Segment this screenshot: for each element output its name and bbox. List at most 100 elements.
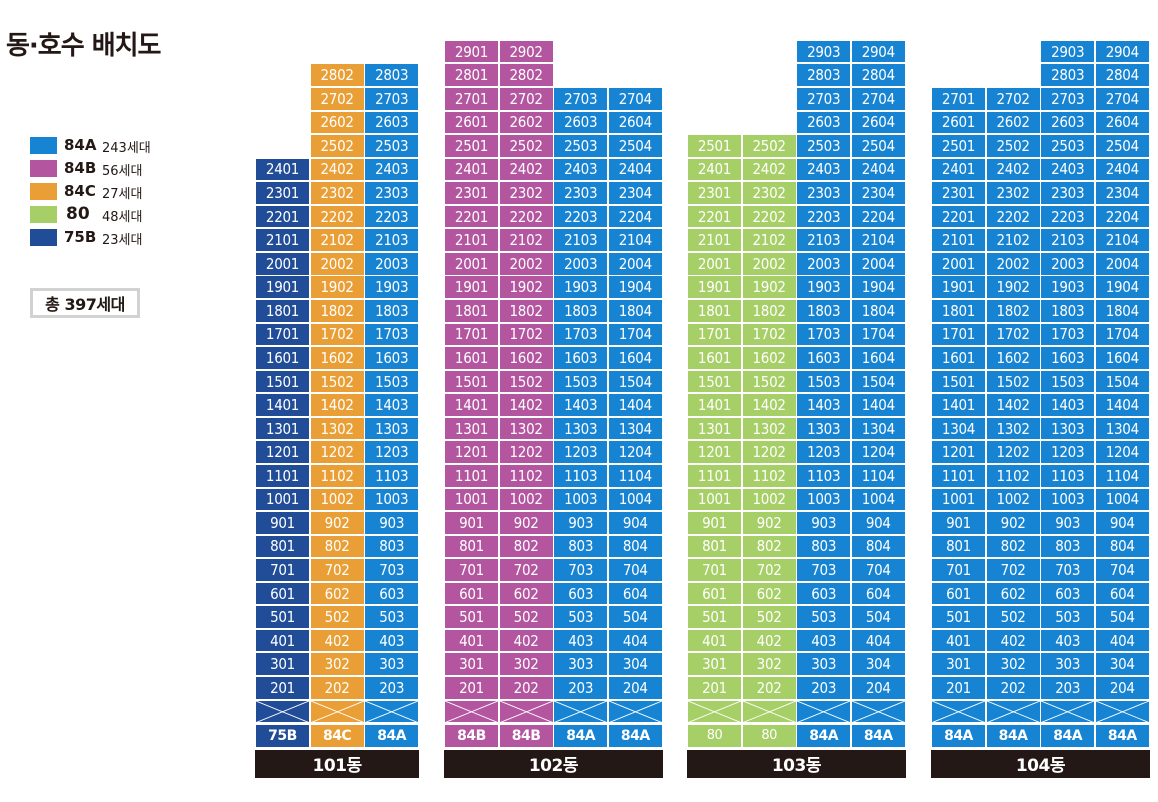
unit-cell: 1002 [498,487,554,512]
unit-cell: 1203 [364,440,420,464]
unit-cell: 203 [1040,676,1096,700]
unit-cell: 603 [553,581,609,606]
unit-cell: 1404 [850,393,906,417]
unit-cell: 701 [687,558,742,582]
unit-cell: 503 [796,605,852,629]
unit-cell: 2404 [850,157,906,182]
unit-cell: 502 [741,605,797,629]
unit-cell: 2002 [985,251,1041,276]
unit-cell: 2301 [444,181,499,205]
legend-count: 56세대 [102,164,143,179]
unit-cell: 1701 [931,322,986,347]
unit-cell: 1601 [687,346,742,370]
unit-cell: 2301 [255,181,310,205]
unit-cell: 1702 [309,322,365,347]
unit-cell: 1402 [498,393,554,417]
legend-swatch [30,206,57,223]
unit-cell: 1604 [850,346,906,370]
unit-cell: 1304 [850,416,906,441]
unit-cell: 2702 [309,87,365,111]
legend-type: 75B [64,228,97,246]
unit-cell: 1101 [931,463,986,488]
unit-cell: 2704 [607,87,663,111]
pilotis-cell [607,699,663,724]
unit-cell: 2504 [850,134,906,158]
unit-cell: 1004 [1094,487,1150,512]
unit-cell: 2102 [309,228,365,252]
unit-cell: 1501 [444,369,499,394]
unit-cell: 202 [309,676,365,700]
unit-cell: 1003 [1040,487,1096,512]
unit-cell: 2104 [850,228,906,252]
unit-cell: 2104 [607,228,663,252]
unit-cell: 404 [850,628,906,653]
unit-cell: 2704 [850,87,906,111]
unit-cell: 1801 [931,299,986,323]
unit-cell: 302 [741,652,797,677]
unit-cell: 1403 [553,393,609,417]
unit-cell: 2403 [1040,157,1096,182]
unit-cell: 1102 [498,463,554,488]
unit-cell: 1304 [1094,416,1150,441]
unit-cell: 2401 [931,157,986,182]
unit-type-label: 84A [607,724,663,748]
unit-cell: 401 [931,628,986,653]
unit-cell: 1703 [796,322,852,347]
unit-type-label: 84A [1094,724,1150,748]
unit-cell: 1603 [796,346,852,370]
unit-cell: 2802 [498,63,554,88]
unit-cell: 1901 [444,275,499,300]
unit-cell: 803 [796,534,852,559]
unit-cell: 1101 [255,463,310,488]
pilotis-cell [850,699,906,724]
building-name-label: 102동 [444,749,663,778]
unit-cell: 2703 [1040,87,1096,111]
unit-cell: 1102 [985,463,1041,488]
unit-cell: 1104 [1094,463,1150,488]
unit-cell: 502 [498,605,554,629]
unit-cell: 504 [850,605,906,629]
unit-cell: 1702 [741,322,797,347]
unit-cell: 1504 [1094,369,1150,394]
legend-count: 48세대 [102,210,143,225]
unit-cell: 1102 [309,463,365,488]
unit-cell: 2102 [498,228,554,252]
unit-cell: 501 [931,605,986,629]
unit-cell: 2103 [796,228,852,252]
unit-cell: 2202 [985,204,1041,229]
unit-cell: 901 [255,511,310,535]
unit-cell: 903 [796,511,852,535]
unit-cell: 302 [498,652,554,677]
unit-cell: 1303 [553,416,609,441]
unit-cell: 1003 [796,487,852,512]
unit-cell: 202 [741,676,797,700]
unit-cell: 1503 [553,369,609,394]
unit-cell: 502 [985,605,1041,629]
unit-cell: 601 [931,581,986,606]
unit-cell: 2503 [796,134,852,158]
unit-cell: 1604 [607,346,663,370]
unit-cell: 2302 [309,181,365,205]
unit-cell: 702 [309,558,365,582]
unit-cell: 803 [1040,534,1096,559]
unit-cell: 2801 [444,63,499,88]
unit-cell: 2204 [1094,204,1150,229]
unit-cell: 1404 [607,393,663,417]
unit-cell: 2102 [985,228,1041,252]
page-title: 동·호수 배치도 [6,31,161,61]
unit-cell: 1703 [364,322,420,347]
unit-cell: 2001 [931,251,986,276]
unit-cell: 903 [364,511,420,535]
unit-cell: 1904 [850,275,906,300]
unit-cell: 2302 [985,181,1041,205]
unit-cell: 2202 [309,204,365,229]
unit-cell: 701 [931,558,986,582]
pilotis-cell [796,699,852,724]
unit-cell: 2503 [1040,134,1096,158]
unit-cell: 304 [1094,652,1150,677]
unit-cell: 202 [985,676,1041,700]
unit-cell: 2004 [850,251,906,276]
pilotis-cell [309,699,365,724]
unit-cell: 904 [850,511,906,535]
unit-cell: 2502 [309,134,365,158]
